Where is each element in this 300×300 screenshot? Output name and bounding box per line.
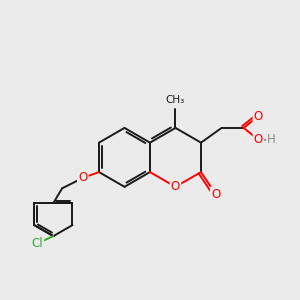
Text: H: H [267,133,276,146]
Text: O: O [211,188,220,201]
Text: O: O [171,180,180,193]
Text: Cl: Cl [32,237,43,250]
Text: O: O [254,110,263,123]
Text: O: O [254,133,263,146]
Text: CH₃: CH₃ [166,95,185,105]
Text: O: O [78,172,87,184]
